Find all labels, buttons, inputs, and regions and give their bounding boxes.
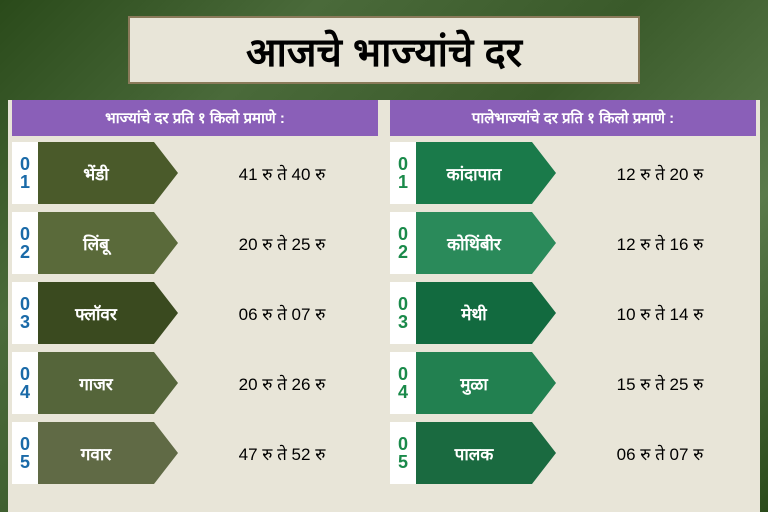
price-row: 03मेथी10 रु ते 14 रु (390, 282, 756, 344)
veg-label: गाजर (38, 352, 154, 414)
label-arrow-wrap: फ्लॉवर (38, 282, 178, 344)
label-arrow-wrap: लिंबू (38, 212, 178, 274)
arrow-icon (532, 282, 556, 344)
veg-label: भेंडी (38, 142, 154, 204)
row-number-d1: 0 (20, 435, 30, 453)
price-row: 01भेंडी41 रु ते 40 रु (12, 142, 378, 204)
column-left: भाज्यांचे दर प्रति १ किलो प्रमाणे :01भें… (12, 100, 378, 512)
arrow-icon (532, 422, 556, 484)
price-row: 02लिंबू20 रु ते 25 रु (12, 212, 378, 274)
veg-price: 12 रु ते 20 रु (556, 142, 756, 204)
price-row: 03फ्लॉवर06 रु ते 07 रु (12, 282, 378, 344)
price-row: 04मुळा15 रु ते 25 रु (390, 352, 756, 414)
column-header: भाज्यांचे दर प्रति १ किलो प्रमाणे : (12, 100, 378, 136)
row-number-d2: 4 (398, 383, 408, 401)
veg-price: 20 रु ते 25 रु (178, 212, 378, 274)
column-header: पालेभाज्यांचे दर प्रति १ किलो प्रमाणे : (390, 100, 756, 136)
row-number: 03 (390, 282, 416, 344)
label-arrow-wrap: गवार (38, 422, 178, 484)
veg-label: कोथिंबीर (416, 212, 532, 274)
row-number-d1: 0 (20, 365, 30, 383)
row-number-d2: 2 (398, 243, 408, 261)
arrow-icon (154, 422, 178, 484)
veg-label: गवार (38, 422, 154, 484)
row-number: 02 (390, 212, 416, 274)
row-number: 04 (390, 352, 416, 414)
veg-price: 06 रु ते 07 रु (556, 422, 756, 484)
price-row: 05पालक06 रु ते 07 रु (390, 422, 756, 484)
label-arrow-wrap: कांदापात (416, 142, 556, 204)
arrow-icon (154, 142, 178, 204)
column-right: पालेभाज्यांचे दर प्रति १ किलो प्रमाणे : 0… (390, 100, 756, 512)
row-number-d2: 4 (20, 383, 30, 401)
row-number-d2: 1 (20, 173, 30, 191)
veg-label: कांदापात (416, 142, 532, 204)
row-number: 01 (390, 142, 416, 204)
row-number-d2: 5 (398, 453, 408, 471)
price-row: 04गाजर20 रु ते 26 रु (12, 352, 378, 414)
row-number-d1: 0 (398, 225, 408, 243)
row-number-d1: 0 (398, 155, 408, 173)
row-number-d1: 0 (398, 435, 408, 453)
veg-price: 41 रु ते 40 रु (178, 142, 378, 204)
arrow-icon (154, 282, 178, 344)
veg-price: 10 रु ते 14 रु (556, 282, 756, 344)
veg-price: 12 रु ते 16 रु (556, 212, 756, 274)
row-number-d2: 5 (20, 453, 30, 471)
row-number-d2: 2 (20, 243, 30, 261)
veg-label: पालक (416, 422, 532, 484)
veg-label: लिंबू (38, 212, 154, 274)
page: आजचे भाज्यांचे दर भाज्यांचे दर प्रति १ क… (0, 0, 768, 512)
price-row: 05गवार47 रु ते 52 रु (12, 422, 378, 484)
veg-label: मेथी (416, 282, 532, 344)
row-number: 03 (12, 282, 38, 344)
row-number-d1: 0 (20, 295, 30, 313)
price-row: 02कोथिंबीर12 रु ते 16 रु (390, 212, 756, 274)
arrow-icon (154, 352, 178, 414)
content: भाज्यांचे दर प्रति १ किलो प्रमाणे :01भें… (8, 100, 760, 512)
page-title: आजचे भाज्यांचे दर (128, 16, 640, 84)
label-arrow-wrap: मुळा (416, 352, 556, 414)
veg-price: 47 रु ते 52 रु (178, 422, 378, 484)
veg-price: 15 रु ते 25 रु (556, 352, 756, 414)
label-arrow-wrap: पालक (416, 422, 556, 484)
veg-label: फ्लॉवर (38, 282, 154, 344)
veg-label: मुळा (416, 352, 532, 414)
arrow-icon (154, 212, 178, 274)
row-number-d1: 0 (20, 155, 30, 173)
label-arrow-wrap: गाजर (38, 352, 178, 414)
row-number-d1: 0 (398, 295, 408, 313)
row-number-d2: 1 (398, 173, 408, 191)
label-arrow-wrap: मेथी (416, 282, 556, 344)
arrow-icon (532, 212, 556, 274)
veg-price: 06 रु ते 07 रु (178, 282, 378, 344)
price-row: 01कांदापात12 रु ते 20 रु (390, 142, 756, 204)
row-number: 05 (390, 422, 416, 484)
row-number-d1: 0 (20, 225, 30, 243)
label-arrow-wrap: कोथिंबीर (416, 212, 556, 274)
label-arrow-wrap: भेंडी (38, 142, 178, 204)
row-number: 04 (12, 352, 38, 414)
row-number-d1: 0 (398, 365, 408, 383)
row-number: 02 (12, 212, 38, 274)
row-number-d2: 3 (20, 313, 30, 331)
arrow-icon (532, 352, 556, 414)
row-number: 01 (12, 142, 38, 204)
veg-price: 20 रु ते 26 रु (178, 352, 378, 414)
row-number: 05 (12, 422, 38, 484)
arrow-icon (532, 142, 556, 204)
row-number-d2: 3 (398, 313, 408, 331)
